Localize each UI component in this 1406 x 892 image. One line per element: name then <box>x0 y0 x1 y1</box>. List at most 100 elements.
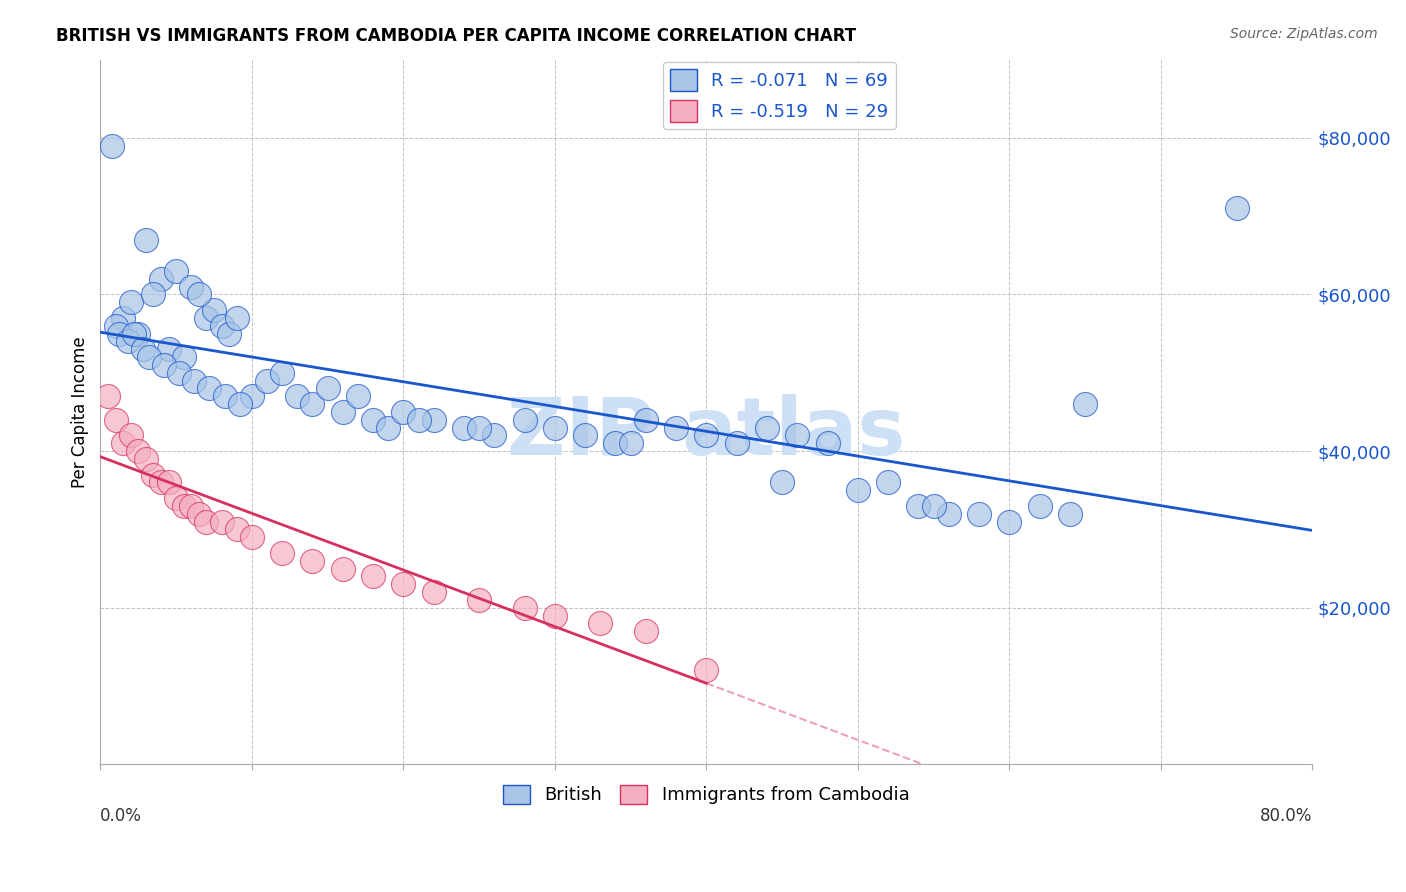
Point <box>408 413 430 427</box>
Point <box>392 405 415 419</box>
Point <box>786 428 808 442</box>
Point <box>544 420 567 434</box>
Point <box>695 428 717 442</box>
Point <box>142 467 165 482</box>
Point <box>240 389 263 403</box>
Point <box>183 374 205 388</box>
Point <box>271 366 294 380</box>
Text: 0.0%: 0.0% <box>100 806 142 824</box>
Point <box>1074 397 1097 411</box>
Point <box>117 334 139 349</box>
Point <box>173 350 195 364</box>
Point <box>122 326 145 341</box>
Point <box>135 233 157 247</box>
Point <box>301 397 323 411</box>
Point <box>218 326 240 341</box>
Point <box>149 272 172 286</box>
Point <box>544 608 567 623</box>
Text: Source: ZipAtlas.com: Source: ZipAtlas.com <box>1230 27 1378 41</box>
Point <box>112 436 135 450</box>
Point <box>187 287 209 301</box>
Point <box>725 436 748 450</box>
Point <box>967 507 990 521</box>
Point <box>377 420 399 434</box>
Point <box>142 287 165 301</box>
Point <box>846 483 869 498</box>
Point <box>347 389 370 403</box>
Legend: R = -0.071   N = 69, R = -0.519   N = 29: R = -0.071 N = 69, R = -0.519 N = 29 <box>662 62 896 129</box>
Point <box>120 428 142 442</box>
Point <box>634 624 657 639</box>
Point <box>907 499 929 513</box>
Y-axis label: Per Capita Income: Per Capita Income <box>72 336 89 488</box>
Point <box>180 499 202 513</box>
Point <box>167 366 190 380</box>
Point <box>301 554 323 568</box>
Point <box>157 343 180 357</box>
Point <box>513 600 536 615</box>
Point <box>135 451 157 466</box>
Point <box>605 436 627 450</box>
Point <box>513 413 536 427</box>
Point <box>97 389 120 403</box>
Point <box>225 522 247 536</box>
Point <box>195 515 218 529</box>
Point <box>620 436 643 450</box>
Point <box>938 507 960 521</box>
Point <box>316 381 339 395</box>
Text: BRITISH VS IMMIGRANTS FROM CAMBODIA PER CAPITA INCOME CORRELATION CHART: BRITISH VS IMMIGRANTS FROM CAMBODIA PER … <box>56 27 856 45</box>
Point <box>422 413 444 427</box>
Point <box>138 350 160 364</box>
Point <box>132 343 155 357</box>
Point <box>361 569 384 583</box>
Point <box>422 585 444 599</box>
Point <box>157 475 180 490</box>
Point <box>104 413 127 427</box>
Point <box>877 475 900 490</box>
Point <box>1226 202 1249 216</box>
Point <box>240 530 263 544</box>
Point <box>173 499 195 513</box>
Text: 80.0%: 80.0% <box>1260 806 1312 824</box>
Point <box>165 264 187 278</box>
Point <box>392 577 415 591</box>
Point <box>817 436 839 450</box>
Point <box>211 318 233 333</box>
Point <box>574 428 596 442</box>
Point <box>101 138 124 153</box>
Point <box>770 475 793 490</box>
Point <box>665 420 688 434</box>
Point <box>198 381 221 395</box>
Point <box>695 663 717 677</box>
Point <box>361 413 384 427</box>
Point <box>256 374 278 388</box>
Point <box>634 413 657 427</box>
Point <box>468 420 491 434</box>
Point <box>755 420 778 434</box>
Point <box>998 515 1021 529</box>
Point <box>165 491 187 505</box>
Point <box>127 444 149 458</box>
Text: ZIP atlas: ZIP atlas <box>508 394 905 472</box>
Point <box>214 389 236 403</box>
Point <box>112 310 135 325</box>
Point <box>589 616 612 631</box>
Point <box>271 546 294 560</box>
Point <box>107 326 129 341</box>
Point <box>468 592 491 607</box>
Point <box>149 475 172 490</box>
Point <box>332 561 354 575</box>
Point <box>1059 507 1081 521</box>
Point <box>484 428 506 442</box>
Point <box>229 397 252 411</box>
Point <box>453 420 475 434</box>
Point <box>153 358 176 372</box>
Point <box>195 310 218 325</box>
Point <box>180 279 202 293</box>
Point <box>285 389 308 403</box>
Point <box>332 405 354 419</box>
Point <box>225 310 247 325</box>
Point <box>127 326 149 341</box>
Point <box>120 295 142 310</box>
Point <box>211 515 233 529</box>
